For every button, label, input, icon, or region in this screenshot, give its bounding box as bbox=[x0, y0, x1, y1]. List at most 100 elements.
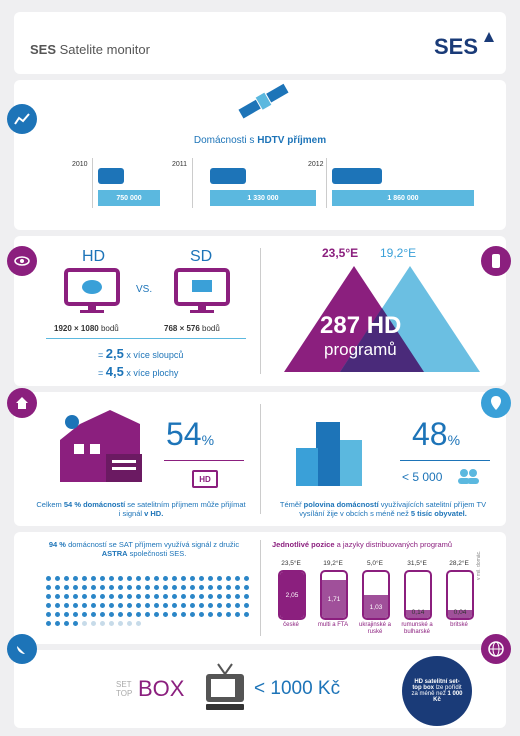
satellite-dish-icon bbox=[7, 634, 37, 664]
bar-2012: 1 860 000 bbox=[332, 190, 474, 206]
household-card: 54% HD Celkem 54 % domácností se satelit… bbox=[14, 392, 506, 526]
household-dot bbox=[145, 603, 150, 608]
astra-text: 94 % domácností se SAT příjmem využívá s… bbox=[44, 540, 244, 558]
columns-row: = 2,5 x více sloupců bbox=[98, 346, 183, 361]
position-cylinder: 0,14 bbox=[404, 570, 432, 620]
astra-text-c: ASTRA bbox=[101, 549, 128, 558]
position-label: 23,5°E bbox=[281, 560, 301, 567]
household-dot bbox=[154, 603, 159, 608]
household-dot bbox=[82, 585, 87, 590]
position-label: 31,5°E bbox=[407, 560, 427, 567]
household-dot bbox=[181, 603, 186, 608]
sd-res-value: 768 × 576 bbox=[164, 324, 200, 333]
household-dot bbox=[127, 576, 132, 581]
hd-monitor-icon bbox=[64, 268, 120, 313]
household-dot bbox=[163, 576, 168, 581]
household-dot bbox=[91, 603, 96, 608]
box-label: BOX bbox=[138, 676, 185, 701]
household-dot bbox=[73, 603, 78, 608]
household-dot bbox=[127, 621, 132, 626]
household-dot bbox=[190, 612, 195, 617]
position-value: 1,03 bbox=[369, 603, 383, 611]
household-text-d: v HD. bbox=[144, 509, 164, 518]
household-dot bbox=[136, 603, 141, 608]
eye-icon bbox=[7, 246, 37, 276]
less-than-5000: < 5 000 bbox=[402, 470, 443, 484]
position-language: rumunské a bulharské bbox=[401, 622, 433, 635]
household-dot bbox=[163, 603, 168, 608]
household-dot bbox=[199, 585, 204, 590]
columns-value: 2,5 bbox=[105, 346, 124, 361]
household-dot bbox=[181, 612, 186, 617]
household-dot bbox=[208, 603, 213, 608]
household-dot bbox=[118, 603, 123, 608]
household-dot bbox=[127, 594, 132, 599]
bar-2011: 1 330 000 bbox=[210, 190, 316, 206]
household-dot bbox=[235, 603, 240, 608]
eq-sign-2: = bbox=[98, 368, 104, 378]
household-dot bbox=[109, 621, 114, 626]
sd-label: SD bbox=[190, 248, 213, 265]
vertical-divider bbox=[260, 248, 261, 374]
household-dot bbox=[64, 576, 69, 581]
household-dot bbox=[64, 603, 69, 608]
household-dot bbox=[154, 576, 159, 581]
household-text: Celkem 54 % domácností se satelitním pří… bbox=[36, 500, 246, 518]
household-dot bbox=[235, 585, 240, 590]
household-dot bbox=[46, 612, 51, 617]
household-dot bbox=[127, 603, 132, 608]
household-dot bbox=[190, 594, 195, 599]
household-dot bbox=[55, 612, 60, 617]
cities-text: Téměř polovina domácností využívajících … bbox=[270, 500, 496, 518]
household-dot bbox=[190, 585, 195, 590]
cities-pct-sign: % bbox=[447, 432, 461, 448]
year-2012: 2012 bbox=[308, 161, 324, 168]
household-dot bbox=[244, 585, 249, 590]
cities-text-d: 5 tisíc obyvatel. bbox=[410, 509, 467, 518]
household-dot bbox=[46, 603, 51, 608]
year-2010: 2010 bbox=[72, 161, 88, 168]
household-dot bbox=[82, 603, 87, 608]
household-dot bbox=[118, 621, 123, 626]
household-dot bbox=[118, 585, 123, 590]
household-dot bbox=[127, 612, 132, 617]
cities-line bbox=[400, 460, 490, 461]
household-dot-grid bbox=[44, 574, 252, 628]
household-dot bbox=[100, 576, 105, 581]
hd-res-value: 1920 × 1080 bbox=[54, 324, 99, 333]
chart-icon bbox=[7, 104, 37, 134]
household-dot bbox=[109, 603, 114, 608]
columns-text: x více sloupců bbox=[123, 350, 184, 360]
satellite-icon bbox=[238, 83, 289, 119]
position-cylinder: 1,71 bbox=[320, 570, 348, 620]
position-cylinder: 0,04 bbox=[446, 570, 474, 620]
household-line bbox=[164, 460, 244, 461]
household-dot bbox=[46, 594, 51, 599]
program-label: programů bbox=[324, 340, 397, 359]
household-dot bbox=[217, 576, 222, 581]
remote-icon bbox=[481, 246, 511, 276]
household-pct-sign: % bbox=[201, 432, 215, 448]
hdtv-title: Domácnosti s HDTV příjmem bbox=[14, 135, 506, 146]
household-dot bbox=[154, 612, 159, 617]
position-item: 23,5°E 2,05 české bbox=[272, 560, 310, 644]
position-cylinder: 2,05 bbox=[278, 570, 306, 620]
astra-text-b: domácností se SAT příjmem využívá signál… bbox=[65, 540, 240, 549]
vs-label: VS. bbox=[136, 284, 153, 295]
hd-chip-2010 bbox=[98, 168, 124, 184]
people-icon bbox=[458, 469, 479, 484]
household-dot bbox=[226, 585, 231, 590]
household-dot bbox=[91, 585, 96, 590]
household-dot bbox=[217, 594, 222, 599]
household-dot bbox=[199, 576, 204, 581]
household-dot bbox=[55, 603, 60, 608]
logo-triangle-icon bbox=[484, 32, 494, 42]
hdtv-card: Domácnosti s HDTV příjmem 2010 750 000 2… bbox=[14, 80, 506, 230]
program-count-value: 287 bbox=[320, 312, 361, 339]
household-dot bbox=[145, 576, 150, 581]
household-dot bbox=[190, 603, 195, 608]
position-item: 19,2°E 1,71 multi a FTA bbox=[314, 560, 352, 644]
ses-logo: SES bbox=[434, 32, 494, 60]
logo-text: SES bbox=[434, 34, 479, 59]
positions-title: Jednotlivé pozice a jazyky distribuovaný… bbox=[272, 540, 452, 549]
